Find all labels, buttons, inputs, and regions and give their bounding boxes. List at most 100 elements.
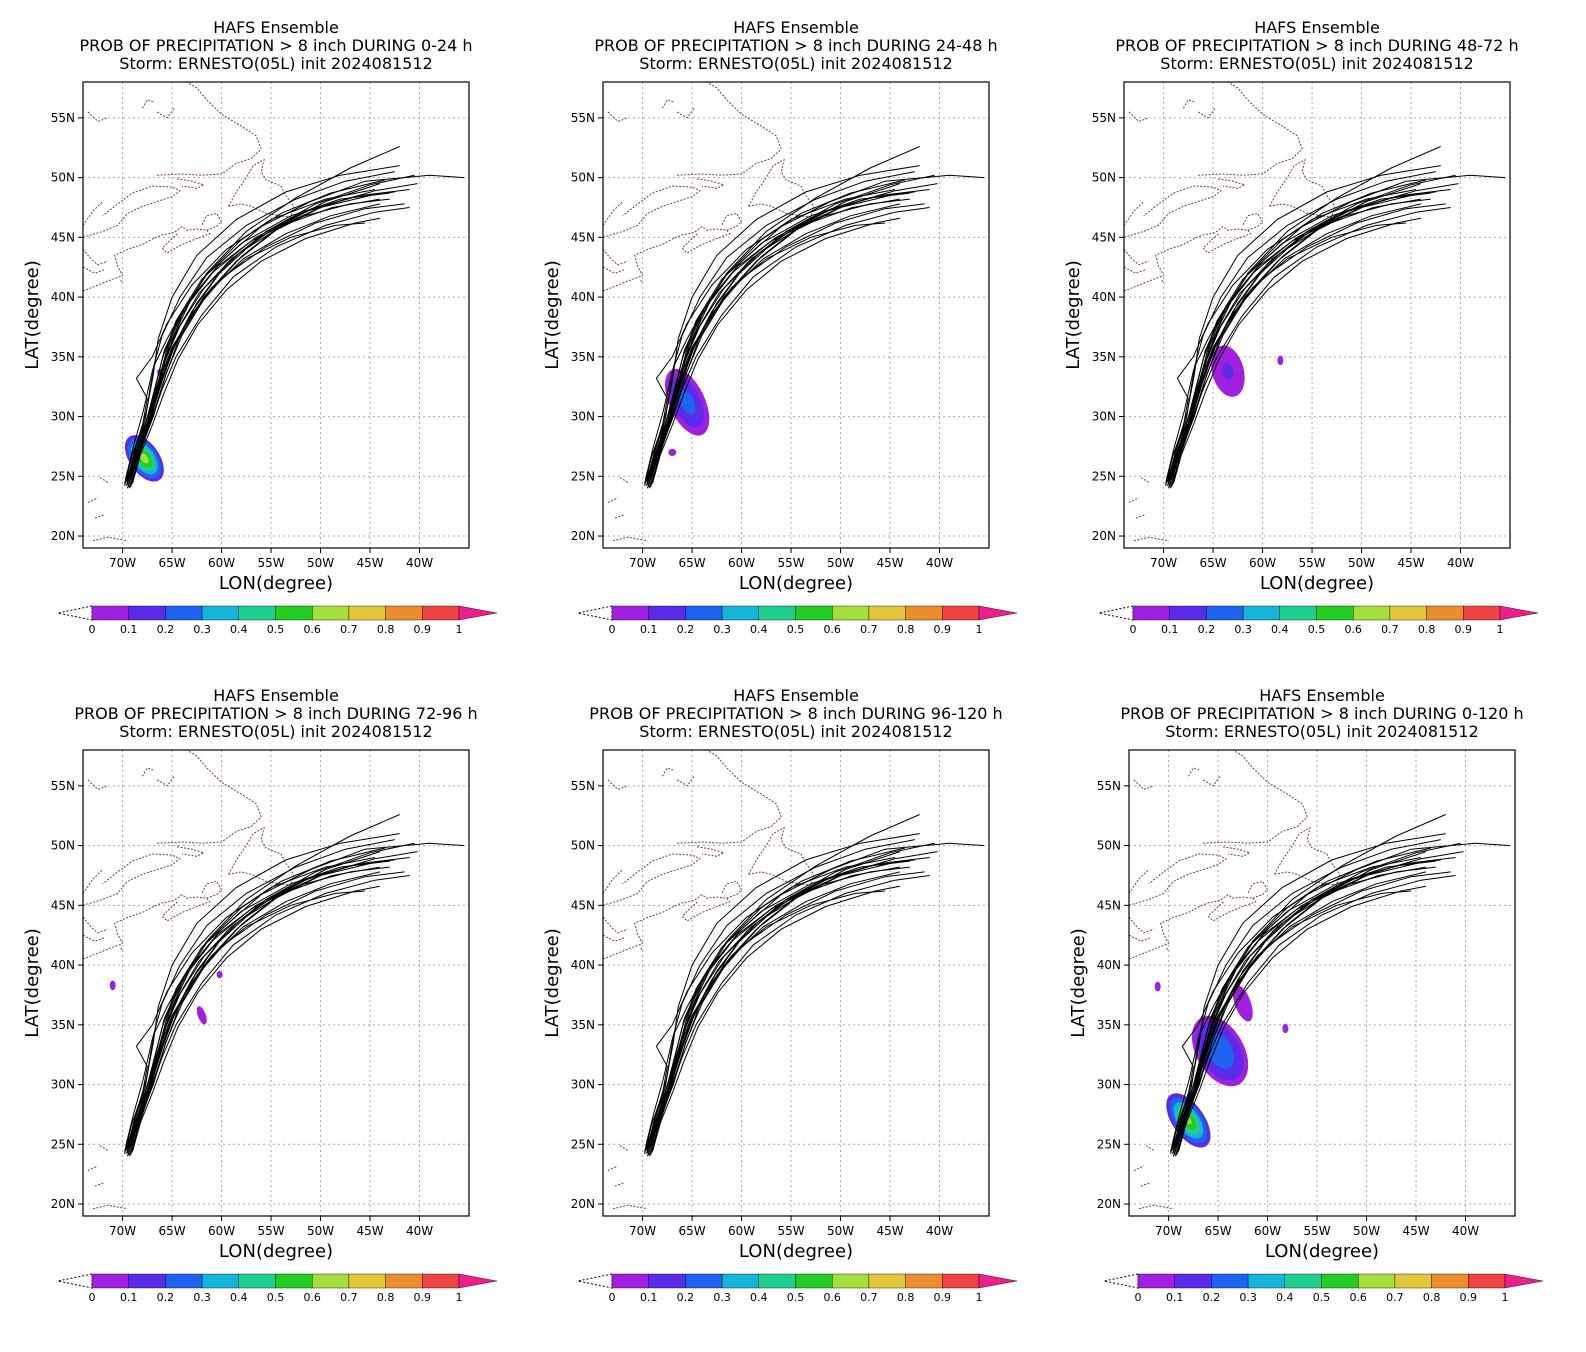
colorbar-tick-label: 0.3 <box>193 1291 211 1304</box>
coastline <box>603 185 701 238</box>
colorbar-tick-label: 0.4 <box>750 623 768 636</box>
x-axis-label: LON(degree) <box>1265 1241 1379 1262</box>
chart-title: HAFS Ensemble <box>1254 18 1380 37</box>
y-tick-label: 55N <box>51 779 75 793</box>
colorbar-tick-label: 0 <box>89 623 96 636</box>
y-axis-label: LAT(degree) <box>22 260 43 369</box>
colorbar-tick-label: 0.9 <box>1460 1291 1478 1304</box>
colorbar-segment <box>905 1273 943 1289</box>
y-tick-label: 35N <box>51 1018 75 1032</box>
track-line <box>651 183 901 478</box>
track-line <box>127 195 371 489</box>
prob-level <box>1222 362 1234 380</box>
colorbar-tick-label: 0.8 <box>377 623 395 636</box>
coastline <box>1124 225 1252 292</box>
y-tick-label: 40N <box>571 290 595 304</box>
colorbar-segment <box>275 605 313 621</box>
track-line <box>125 171 395 479</box>
colorbar-segment <box>942 1273 980 1289</box>
plot-frame <box>602 749 990 1217</box>
y-tick-label: 55N <box>51 111 75 125</box>
x-tick-label: 45W <box>876 1224 903 1238</box>
colorbar-tick-label: 0.7 <box>1386 1291 1404 1304</box>
colorbar-tick-label: 0.2 <box>157 1291 175 1304</box>
x-tick-label: 65W <box>679 1224 706 1238</box>
colorbar-tick-label: 0.6 <box>823 623 841 636</box>
coastline <box>1198 82 1303 176</box>
track-line <box>1176 842 1511 1147</box>
x-tick-label: 55W <box>257 556 284 570</box>
colorbar-tick-label: 0.2 <box>157 623 175 636</box>
coastline <box>614 1182 625 1187</box>
coastline <box>676 108 695 119</box>
colorbar-segment <box>721 605 760 621</box>
y-tick-label: 50N <box>51 839 75 853</box>
colorbar-segment <box>1426 605 1464 621</box>
track-line <box>1178 885 1426 1152</box>
coastline <box>92 536 128 542</box>
y-tick-label: 40N <box>51 958 75 972</box>
x-tick-label: 40W <box>1447 556 1474 570</box>
colorbar: 0 0.1 0.2 0.3 0.4 0.5 0.6 0.7 0.8 0.9 1 <box>577 605 1018 636</box>
colorbar-tick-label: 0.1 <box>1166 1291 1184 1304</box>
colorbar-segment <box>238 605 276 621</box>
colorbar-tick-label: 0.1 <box>640 1291 658 1304</box>
colorbar-segment <box>238 1273 276 1289</box>
coastline <box>721 880 743 899</box>
colorbar-tick-label: 0.7 <box>340 1291 358 1304</box>
colorbar-under-arrow <box>1103 1273 1139 1289</box>
coastline <box>603 225 731 292</box>
coastline <box>677 750 782 844</box>
coastline <box>141 767 155 777</box>
colorbar-tick-label: 0.7 <box>1381 623 1399 636</box>
x-tick-label: 55W <box>777 556 804 570</box>
colorbar-tick-label: 0.4 <box>1276 1291 1294 1304</box>
y-tick-label: 40N <box>1097 958 1121 972</box>
y-tick-label: 30N <box>51 410 75 424</box>
x-tick-label: 70W <box>629 1224 656 1238</box>
coastline <box>156 108 175 119</box>
colorbar-tick-label: 0.9 <box>1455 623 1473 636</box>
coastline <box>1182 99 1196 109</box>
chart-title: HAFS Ensemble <box>213 686 339 705</box>
colorbar-segment <box>201 605 240 621</box>
coastline <box>603 869 624 894</box>
prob-area <box>216 971 223 979</box>
coastline <box>603 266 625 274</box>
colorbar-segment <box>868 605 906 621</box>
plot-area <box>603 82 989 548</box>
colorbar-over-arrow <box>1499 605 1539 621</box>
coastline <box>1161 279 1165 284</box>
coastline <box>1124 185 1222 238</box>
y-tick-label: 35N <box>571 1018 595 1032</box>
coastline <box>1242 212 1264 231</box>
track-line <box>130 842 465 1147</box>
colorbar-over-arrow <box>458 605 498 621</box>
plot-frame <box>82 81 470 549</box>
chart-storm-line: Storm: ERNESTO(05L) init 2024081512 <box>1160 54 1473 73</box>
track-line <box>1171 174 1506 479</box>
prob-area <box>668 448 677 456</box>
track-line <box>124 857 376 1155</box>
coastline <box>201 880 223 899</box>
plot-area <box>83 750 469 1216</box>
track-line <box>649 179 906 479</box>
colorbar-segment <box>942 605 980 621</box>
chart-subtitle: PROB OF PRECIPITATION > 8 inch DURING 0-… <box>79 36 472 55</box>
coastline <box>1133 536 1169 542</box>
colorbar-tick-label: 0.7 <box>860 623 878 636</box>
colorbar-segment <box>422 605 460 621</box>
colorbar-tick-label: 0.8 <box>897 1291 915 1304</box>
colorbar-under-arrow <box>577 605 613 621</box>
coastline <box>1202 776 1221 787</box>
track-line <box>126 857 410 1151</box>
y-tick-label: 20N <box>1092 529 1116 543</box>
y-axis-label: LAT(degree) <box>542 260 563 369</box>
colorbar-segment <box>1206 605 1244 621</box>
prob-area <box>109 980 116 991</box>
colorbar-segment <box>348 605 386 621</box>
y-tick-label: 30N <box>1092 410 1116 424</box>
coastline <box>1133 779 1154 790</box>
prob-area <box>1232 985 1253 1022</box>
